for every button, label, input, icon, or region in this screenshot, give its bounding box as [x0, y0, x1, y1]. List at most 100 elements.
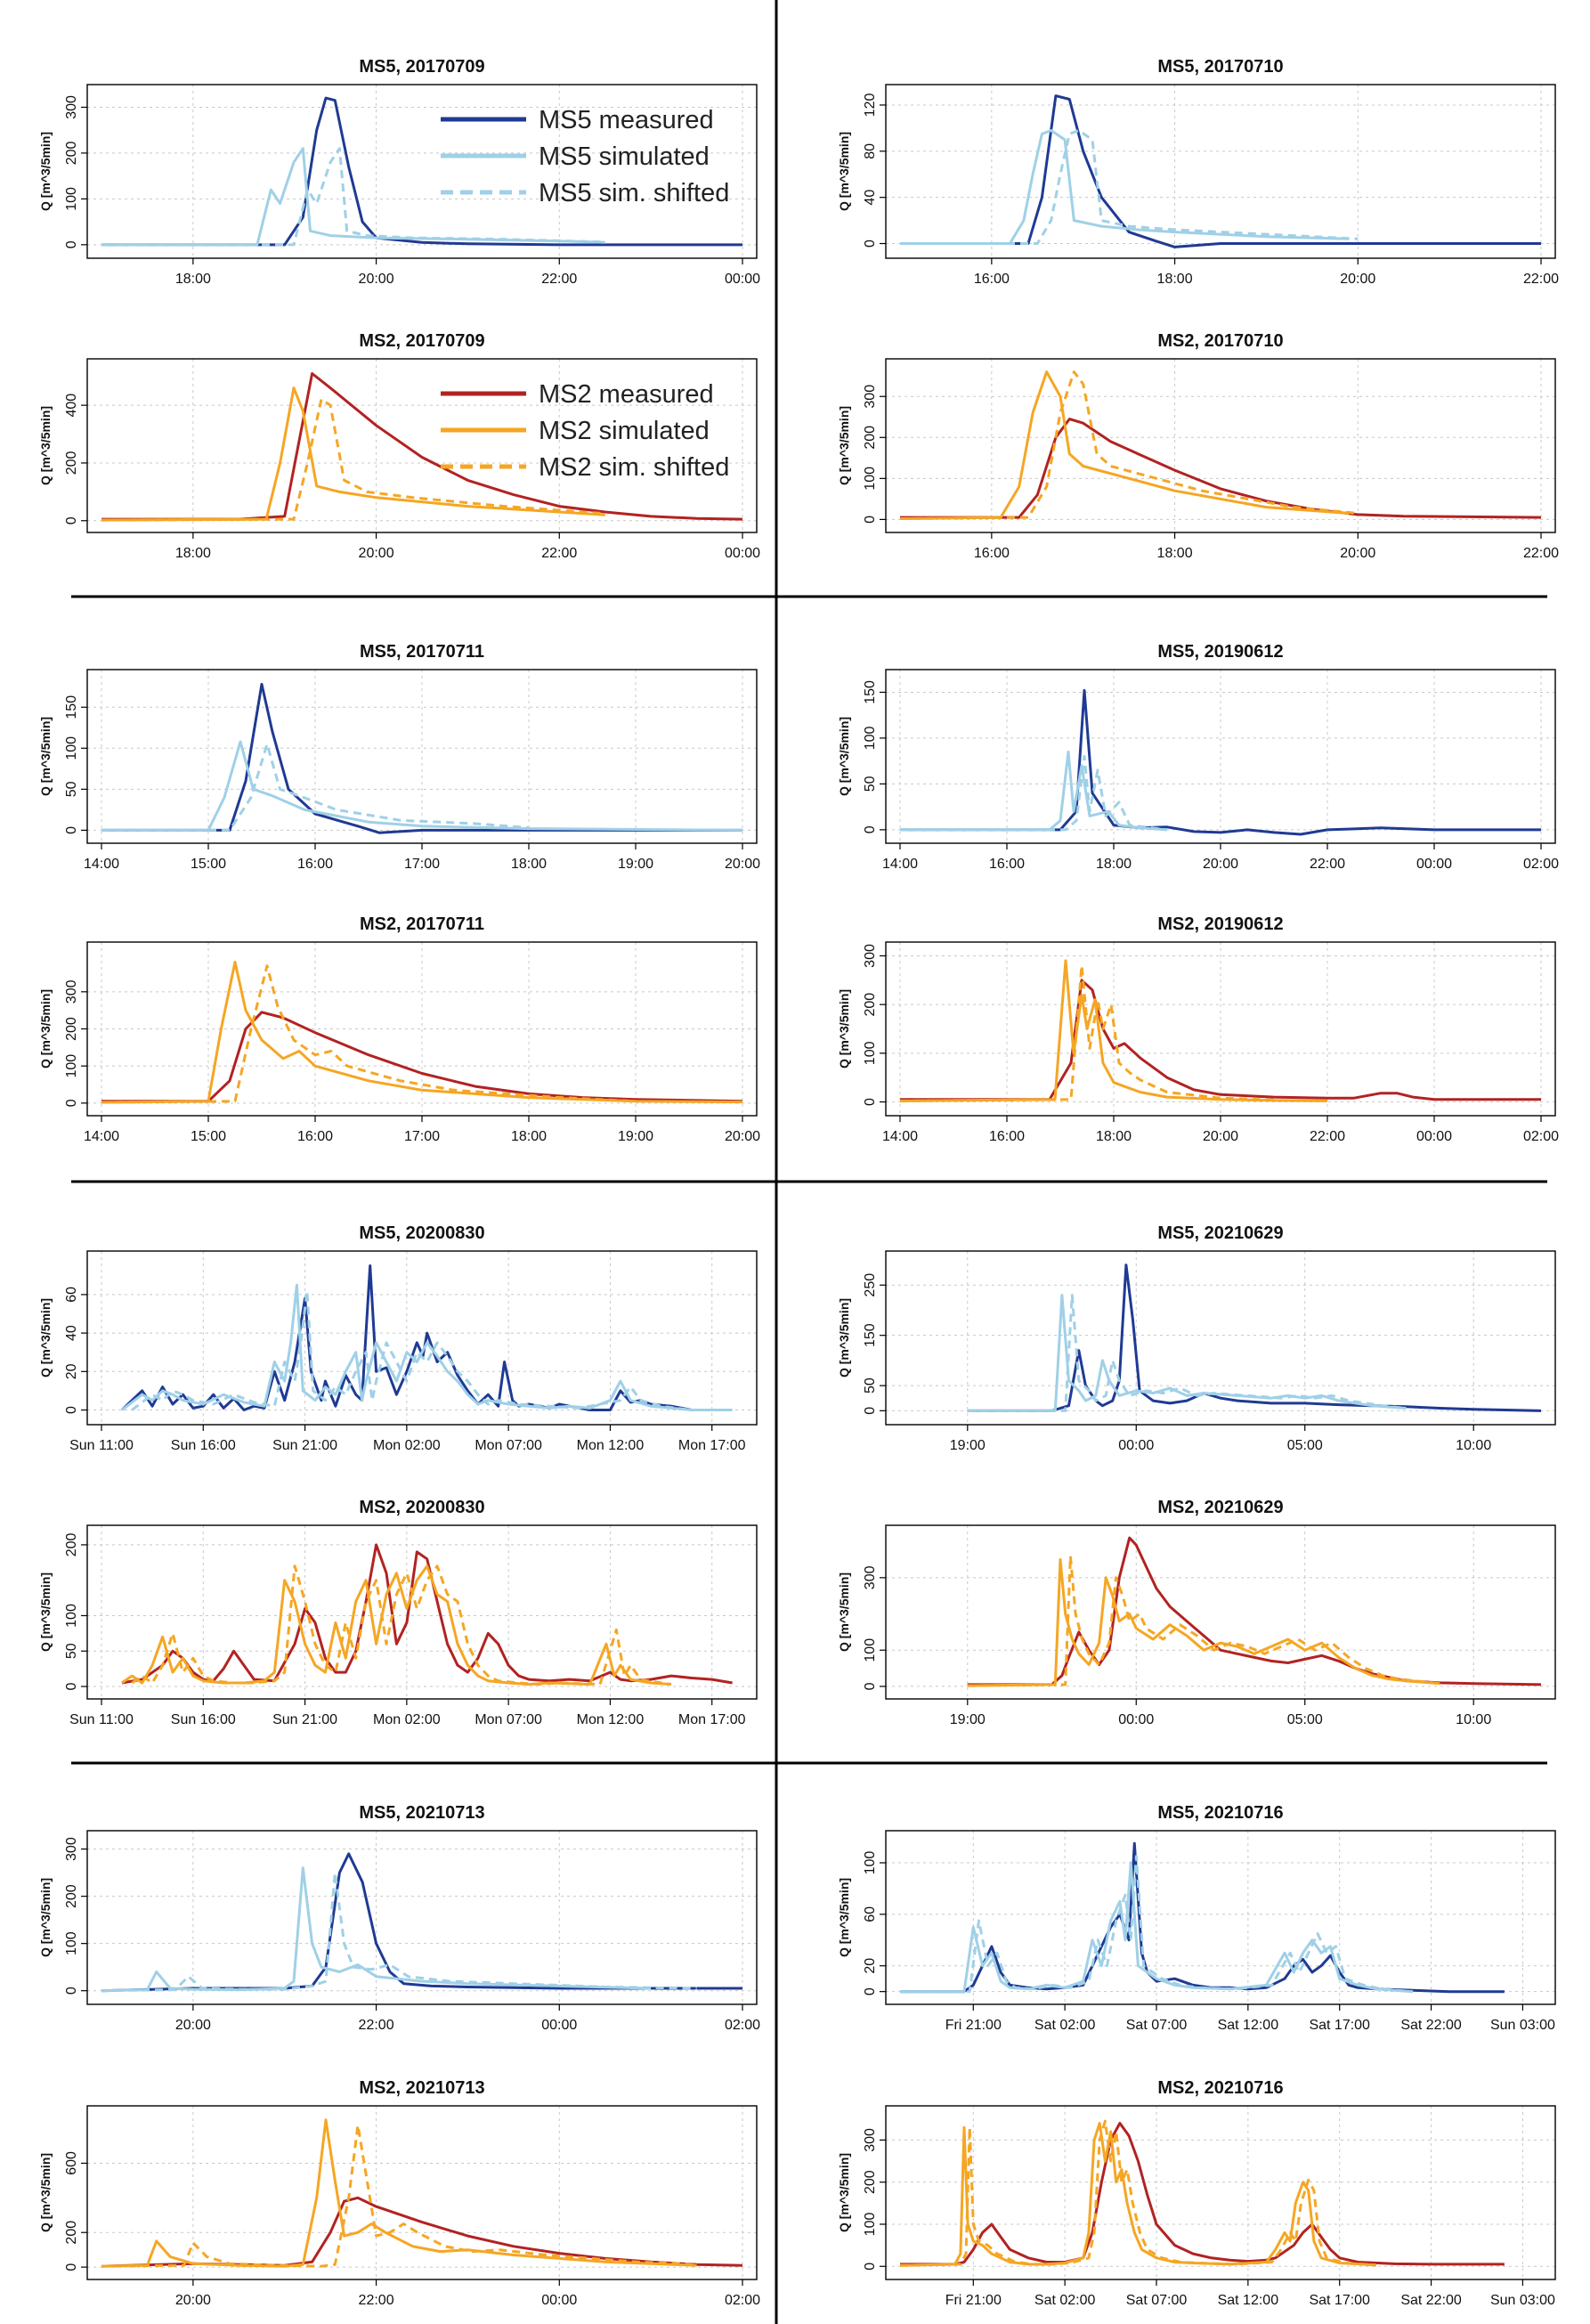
- y-tick-label: 200: [64, 2221, 79, 2245]
- x-tick-label: Sun 16:00: [171, 1438, 236, 1453]
- y-axis-label: Q [m^3/5min]: [837, 717, 851, 796]
- chart-title: MS5, 20170709: [359, 57, 484, 77]
- y-tick-label: 300: [863, 385, 878, 409]
- x-tick-label: 02:00: [725, 2293, 760, 2308]
- x-tick-label: 10:00: [1456, 1712, 1491, 1727]
- chart-title: MS2, 20210716: [1157, 2078, 1283, 2098]
- y-tick-label: 200: [863, 2170, 878, 2194]
- x-tick-label: 18:00: [175, 546, 211, 561]
- plot-frame: [885, 1830, 1556, 2005]
- series-line-simulated: [101, 961, 743, 1104]
- series-line-shifted: [101, 964, 637, 1104]
- y-axis-label: Q [m^3/5min]: [837, 989, 851, 1069]
- x-tick-label: 17:00: [404, 1129, 440, 1144]
- y-axis-label: Q [m^3/5min]: [38, 1572, 53, 1652]
- chart-panel: MS5, 20210713 20:00 22:00 00:00 02:00 0 100 200…: [38, 1803, 760, 2033]
- x-tick-label: Sat 07:00: [1126, 2293, 1188, 2308]
- series-line-simulated: [899, 370, 1350, 520]
- x-tick-label: 20:00: [175, 2293, 211, 2308]
- x-tick-label: 19:00: [950, 1438, 986, 1453]
- y-tick-label: 100: [64, 187, 79, 211]
- series-line-measured: [967, 1536, 1542, 1686]
- y-tick-label: 300: [863, 944, 878, 968]
- legend-label: MS5 measured: [539, 106, 714, 134]
- y-tick-label: 300: [64, 95, 79, 119]
- y-tick-label: 100: [863, 2213, 878, 2237]
- x-tick-label: 18:00: [1096, 1129, 1132, 1144]
- y-axis-label: Q [m^3/5min]: [38, 717, 53, 796]
- x-tick-label: Sun 11:00: [69, 1438, 134, 1453]
- y-tick-label: 50: [64, 1643, 79, 1659]
- y-tick-label: 150: [64, 695, 79, 719]
- chart-panel: MS5, 20210716 Fri 21:00 Sat 02:00 Sat 07:00…: [837, 1803, 1556, 2033]
- y-tick-label: 50: [863, 776, 878, 792]
- legend-ms5: MS5 measured MS5 simulated MS5 sim. shifte…: [441, 106, 729, 207]
- y-tick-label: 20: [863, 1958, 878, 1974]
- chart-panel: MS5, 20210629 19:00 00:00 05:00 10:00 0 50 150 2…: [837, 1223, 1556, 1453]
- x-tick-label: 20:00: [1203, 1129, 1238, 1144]
- x-tick-label: 18:00: [511, 857, 547, 872]
- series-line-simulated: [900, 129, 1350, 245]
- chart-panel: MS2, 20210713 20:00 22:00 00:00 02:00 0 200 600…: [38, 2078, 760, 2308]
- x-tick-label: Sat 17:00: [1309, 2293, 1370, 2308]
- y-axis-label: Q [m^3/5min]: [38, 132, 53, 211]
- series-line-simulated: [101, 386, 605, 522]
- series-line-shifted: [967, 1554, 1440, 1687]
- series-line-shifted: [101, 147, 605, 247]
- y-tick-label: 50: [64, 781, 79, 797]
- y-tick-label: 0: [863, 1987, 878, 1995]
- y-tick-label: 100: [863, 1041, 878, 1065]
- chart-title: MS2, 20200830: [359, 1498, 484, 1517]
- x-tick-label: Sun 11:00: [69, 1712, 134, 1727]
- x-tick-label: Mon 07:00: [475, 1712, 542, 1727]
- y-tick-label: 300: [863, 2128, 878, 2152]
- x-tick-label: 16:00: [974, 272, 1010, 287]
- y-tick-label: 40: [64, 1325, 79, 1341]
- y-tick-label: 0: [863, 1407, 878, 1415]
- x-tick-label: 00:00: [725, 546, 760, 561]
- y-tick-label: 0: [863, 2263, 878, 2271]
- series-line-shifted: [899, 963, 1275, 1102]
- series-line-shifted: [900, 129, 1359, 245]
- x-tick-label: 00:00: [1118, 1438, 1154, 1453]
- x-tick-label: 02:00: [725, 2018, 760, 2033]
- x-tick-label: 19:00: [950, 1712, 986, 1727]
- x-tick-label: 19:00: [618, 857, 653, 872]
- y-tick-label: 80: [863, 143, 878, 159]
- x-tick-label: 20:00: [359, 546, 394, 561]
- y-tick-label: 400: [64, 394, 79, 418]
- chart-panel: MS5, 20170711 14:00 15:00 16:00 17:00 18:00 19…: [38, 642, 760, 872]
- y-axis-label: Q [m^3/5min]: [38, 989, 53, 1069]
- chart-panel: MS2, 20170709 18:00 20:00 22:00 00:00 0 200 400…: [38, 331, 760, 561]
- x-tick-label: Sun 21:00: [272, 1712, 337, 1727]
- y-axis-label: Q [m^3/5min]: [837, 1572, 851, 1652]
- y-tick-label: 100: [64, 1054, 79, 1078]
- y-tick-label: 150: [863, 680, 878, 704]
- plot-frame: [86, 1250, 758, 1426]
- x-tick-label: 18:00: [1157, 272, 1193, 287]
- series-line-shifted: [900, 755, 1168, 832]
- y-tick-label: 0: [64, 516, 79, 524]
- y-tick-label: 100: [64, 1931, 79, 1955]
- chart-title: MS5, 20170710: [1157, 57, 1283, 77]
- x-tick-label: Mon 17:00: [678, 1438, 746, 1453]
- legend-label: MS5 simulated: [539, 142, 710, 171]
- x-tick-label: 22:00: [1310, 1129, 1345, 1144]
- x-tick-label: Sat 17:00: [1309, 2018, 1370, 2033]
- x-tick-label: 18:00: [175, 272, 211, 287]
- chart-title: MS5, 20170711: [360, 642, 484, 662]
- legend-label: MS2 sim. shifted: [539, 453, 729, 482]
- y-tick-label: 150: [863, 1323, 878, 1347]
- y-tick-label: 250: [863, 1273, 878, 1297]
- x-tick-label: 15:00: [191, 857, 226, 872]
- y-tick-label: 200: [863, 993, 878, 1017]
- chart-title: MS5, 20210716: [1157, 1803, 1283, 1823]
- series-line-measured: [900, 94, 1541, 248]
- series-line-simulated: [899, 2122, 1376, 2267]
- x-tick-label: Mon 12:00: [577, 1438, 645, 1453]
- x-tick-label: 14:00: [84, 1129, 119, 1144]
